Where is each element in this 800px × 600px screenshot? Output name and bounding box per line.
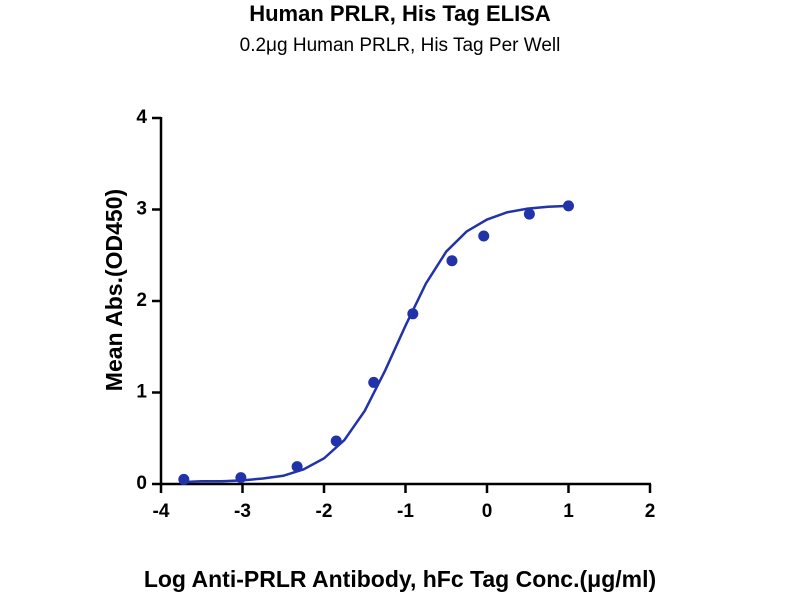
x-tick-label: 1: [563, 501, 574, 522]
x-tick-label: 2: [645, 501, 656, 522]
data-point: [407, 308, 419, 320]
x-tick-label: -1: [397, 501, 414, 522]
y-tick-label: 3: [136, 199, 147, 220]
x-tick-label: -4: [153, 501, 170, 522]
data-point: [478, 230, 490, 242]
data-point: [178, 473, 190, 485]
data-point: [446, 255, 458, 267]
y-tick-label: 0: [136, 473, 147, 494]
y-tick-label: 4: [136, 107, 147, 128]
x-axis-label: Log Anti-PRLR Antibody, hFc Tag Conc.(μg…: [144, 566, 656, 592]
x-tick-label: -2: [316, 501, 333, 522]
x-tick-label: 0: [482, 501, 493, 522]
data-point: [235, 472, 247, 484]
data-point: [523, 208, 535, 220]
y-tick-label: 2: [136, 290, 147, 311]
y-tick-label: 1: [136, 382, 147, 403]
fit-curve: [181, 204, 569, 484]
y-axis-label: Mean Abs.(OD450): [101, 189, 127, 391]
data-point: [291, 461, 303, 473]
chart-title: Human PRLR, His Tag ELISA: [249, 1, 551, 26]
data-point: [563, 200, 574, 212]
x-tick-label: -3: [234, 501, 251, 522]
data-point: [330, 435, 342, 447]
data-point: [368, 376, 380, 388]
chart-subtitle: 0.2μg Human PRLR, His Tag Per Well: [240, 35, 561, 56]
